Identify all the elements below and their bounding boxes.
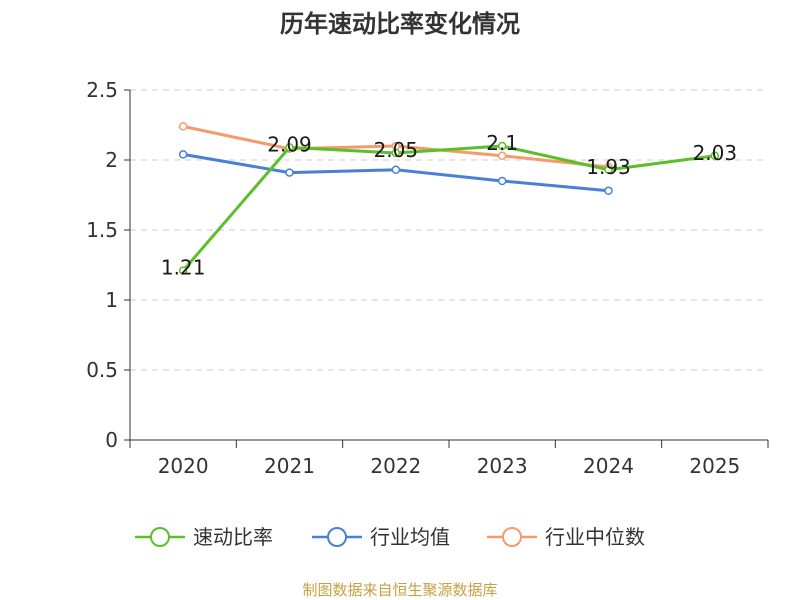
legend-item-2[interactable]: 行业中位数 (487, 525, 645, 549)
legend-item-0[interactable]: 速动比率 (135, 525, 273, 549)
legend-marker (150, 527, 170, 547)
legend-label: 行业中位数 (545, 525, 645, 549)
data-point[interactable] (710, 151, 720, 161)
x-tick-label: 2021 (264, 454, 315, 478)
chart-title: 历年速动比率变化情况 (280, 10, 520, 38)
data-point[interactable] (497, 141, 507, 151)
data-label: 1.93 (586, 155, 631, 179)
data-point[interactable] (604, 186, 613, 196)
y-tick-label: 1 (105, 288, 118, 312)
data-label: 1.21 (161, 256, 206, 280)
legend-label: 速动比率 (193, 525, 273, 549)
x-tick-label: 2023 (477, 454, 528, 478)
data-label: 2.05 (374, 138, 419, 162)
data-point[interactable] (497, 151, 507, 161)
x-tick-label: 2020 (158, 454, 209, 478)
data-point[interactable] (178, 150, 188, 159)
source-note: 制图数据来自恒生聚源数据库 (302, 581, 497, 599)
data-label: 2.1 (486, 131, 518, 155)
legend: 速动比率 行业均值 行业中位数 (135, 525, 645, 549)
data-point[interactable] (604, 165, 613, 175)
gridlines (130, 89, 768, 371)
data-point[interactable] (391, 165, 401, 175)
y-tick-label: 2 (105, 148, 118, 172)
data-labels: 1.21 2.09 2.05 2.1 1.93 2.03 (161, 131, 737, 280)
data-point[interactable] (497, 176, 507, 186)
legend-marker (327, 527, 347, 547)
series-layer (178, 122, 720, 275)
series-line-0 (182, 144, 716, 272)
data-label: 2.03 (693, 141, 738, 165)
data-point[interactable] (285, 143, 294, 152)
data-point[interactable] (178, 266, 188, 275)
data-point[interactable] (178, 122, 188, 131)
data-point[interactable] (285, 168, 294, 177)
y-tick-label: 1.5 (86, 218, 118, 242)
legend-marker (502, 527, 522, 547)
x-tick-label: 2022 (370, 454, 421, 478)
axes: 0 0.5 1 1.5 2 2.5 2020 2021 2022 2023 2024 2025 (86, 78, 769, 478)
y-tick-label: 2.5 (86, 78, 118, 102)
y-tick-label: 0.5 (86, 358, 118, 382)
y-tick-label: 0 (105, 428, 118, 452)
data-point[interactable] (391, 148, 401, 158)
x-tick-label: 2025 (689, 454, 740, 478)
data-label: 2.09 (267, 132, 312, 156)
x-tick-label: 2024 (583, 454, 634, 478)
legend-item-1[interactable]: 行业均值 (312, 525, 450, 549)
legend-label: 行业均值 (370, 525, 450, 549)
